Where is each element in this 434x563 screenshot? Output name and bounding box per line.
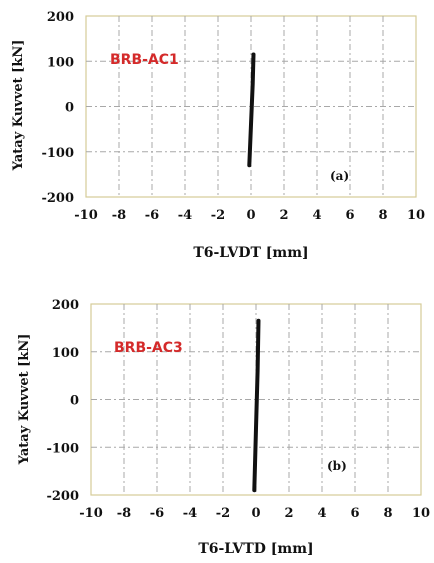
x-tick-label: 8 <box>383 506 392 521</box>
y-tick-label: -100 <box>41 146 74 161</box>
x-tick-label: 2 <box>284 506 293 521</box>
y-tick-label: 100 <box>52 346 79 361</box>
series-line <box>247 52 256 168</box>
x-tick-label: 6 <box>350 506 359 521</box>
x-tick-label: 8 <box>378 208 387 223</box>
x-tick-label: 4 <box>317 506 326 521</box>
series-trace <box>247 52 256 168</box>
chart-a: 200 100 0 -100 -200 -10 -8 -6 -4 -2 0 2 4 6 8 10 BRB-A… <box>11 10 425 261</box>
gridlines <box>86 16 416 197</box>
x-tick-label: -8 <box>117 506 131 521</box>
x-tick-label: -4 <box>178 208 192 223</box>
x-tick-labels: -10 -8 -6 -4 -2 0 2 4 6 8 10 <box>74 208 425 223</box>
x-tick-label: 10 <box>407 208 425 223</box>
x-tick-label: 10 <box>412 506 430 521</box>
x-tick-label: 0 <box>251 506 260 521</box>
y-tick-label: 100 <box>47 55 74 70</box>
y-tick-labels: 200 100 0 -100 -200 <box>41 10 74 206</box>
x-tick-label: -4 <box>183 506 197 521</box>
x-tick-label: 2 <box>279 208 288 223</box>
y-tick-label: -100 <box>46 441 79 456</box>
x-tick-label: -6 <box>145 208 159 223</box>
x-tick-label: -2 <box>211 208 225 223</box>
y-tick-label: 200 <box>52 298 79 313</box>
panel-label: (b) <box>327 459 347 473</box>
x-axis-label: T6-LVTD [mm] <box>198 541 313 557</box>
specimen-label: BRB-AC3 <box>114 340 183 356</box>
y-tick-label: -200 <box>41 191 74 206</box>
x-axis-label: T6-LVDT [mm] <box>193 245 308 261</box>
x-tick-label: 0 <box>246 208 255 223</box>
panel-label: (a) <box>330 169 349 183</box>
x-tick-label: 6 <box>345 208 354 223</box>
y-tick-label: 0 <box>70 394 79 409</box>
x-tick-label: -6 <box>150 506 164 521</box>
y-tick-label: 200 <box>47 10 74 25</box>
y-tick-label: -200 <box>46 489 79 504</box>
series-trace <box>252 318 261 493</box>
specimen-label: BRB-AC1 <box>110 52 179 68</box>
y-axis-label: Yatay Kuvvet [kN] <box>11 40 26 172</box>
chart-b: 200 100 0 -100 -200 -10 -8 -6 -4 -2 0 2 4 6 8 10 BRB-A… <box>17 298 430 557</box>
y-axis-label: Yatay Kuvvet [kN] <box>17 334 32 466</box>
x-tick-label: -2 <box>216 506 230 521</box>
y-tick-label: 0 <box>65 101 74 116</box>
y-tick-labels: 200 100 0 -100 -200 <box>46 298 79 504</box>
series-line <box>252 318 261 493</box>
x-tick-label: -8 <box>112 208 126 223</box>
x-tick-label: 4 <box>312 208 321 223</box>
x-tick-label: -10 <box>74 208 98 223</box>
x-tick-labels: -10 -8 -6 -4 -2 0 2 4 6 8 10 <box>79 506 430 521</box>
x-tick-label: -10 <box>79 506 103 521</box>
